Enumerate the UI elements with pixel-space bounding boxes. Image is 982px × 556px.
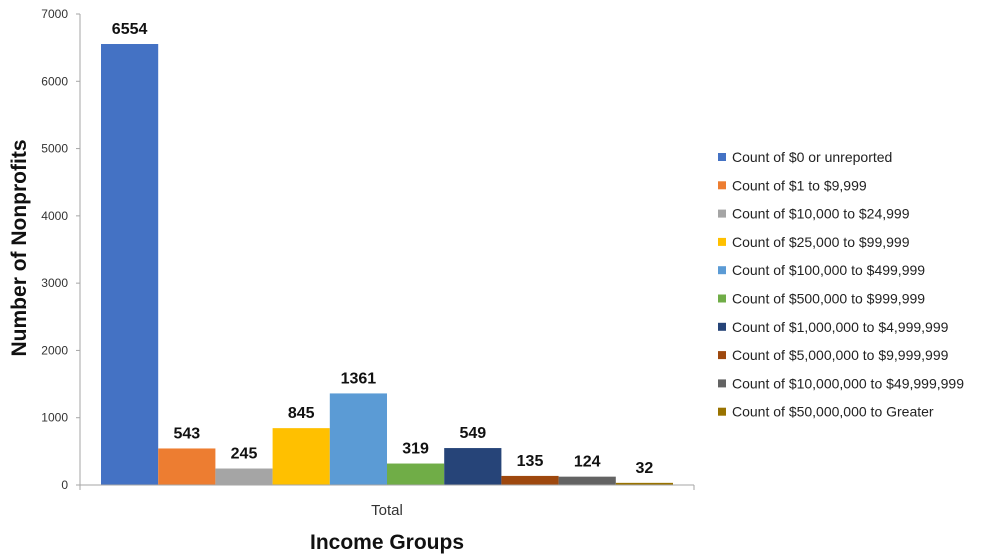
data-label: 543 bbox=[173, 425, 200, 442]
legend-item: Count of $10,000,000 to $49,999,999 bbox=[718, 375, 964, 391]
y-tick-label: 0 bbox=[61, 478, 68, 492]
bar bbox=[272, 428, 330, 485]
legend-item: Count of $5,000,000 to $9,999,999 bbox=[718, 347, 949, 363]
legend-item: Count of $50,000,000 to Greater bbox=[718, 404, 934, 420]
y-tick-label: 2000 bbox=[41, 343, 68, 357]
legend-label: Count of $100,000 to $499,999 bbox=[732, 262, 925, 278]
y-axis: 0 1000 2000 3000 4000 5000 6000 7000 bbox=[41, 7, 81, 492]
legend-label: Count of $25,000 to $99,999 bbox=[732, 234, 910, 250]
y-tick-label: 6000 bbox=[41, 74, 68, 88]
y-axis-title: Number of Nonprofits bbox=[8, 140, 31, 357]
legend-swatch bbox=[718, 379, 726, 388]
legend-label: Count of $50,000,000 to Greater bbox=[732, 404, 934, 420]
bar bbox=[501, 475, 559, 485]
legend-item: Count of $10,000 to $24,999 bbox=[718, 206, 910, 222]
legend-item: Count of $1 to $9,999 bbox=[718, 177, 867, 193]
legend-item: Count of $0 or unreported bbox=[718, 149, 892, 165]
legend-swatch bbox=[718, 266, 726, 275]
y-tick-label: 1000 bbox=[41, 411, 68, 425]
data-label: 32 bbox=[636, 460, 654, 477]
legend-label: Count of $10,000,000 to $49,999,999 bbox=[732, 375, 964, 391]
bar bbox=[615, 482, 673, 485]
legend-label: Count of $1 to $9,999 bbox=[732, 177, 867, 193]
legend-item: Count of $1,000,000 to $4,999,999 bbox=[718, 319, 949, 335]
bar bbox=[215, 468, 273, 485]
bar bbox=[158, 448, 216, 485]
legend-swatch bbox=[718, 351, 726, 360]
x-category-label: Total bbox=[371, 502, 403, 519]
data-label: 124 bbox=[574, 454, 601, 471]
legend-label: Count of $500,000 to $999,999 bbox=[732, 291, 925, 307]
y-tick-label: 5000 bbox=[41, 142, 68, 156]
legend-label: Count of $10,000 to $24,999 bbox=[732, 206, 910, 222]
bar bbox=[101, 44, 159, 485]
bars bbox=[101, 44, 673, 485]
legend-swatch bbox=[718, 407, 726, 416]
legend-item: Count of $25,000 to $99,999 bbox=[718, 234, 910, 250]
legend-item: Count of $100,000 to $499,999 bbox=[718, 262, 925, 278]
bar bbox=[558, 476, 616, 485]
legend-swatch bbox=[718, 181, 726, 190]
legend-swatch bbox=[718, 294, 726, 303]
bar bbox=[387, 463, 445, 485]
data-label: 6554 bbox=[112, 21, 148, 38]
data-label: 135 bbox=[517, 453, 544, 470]
y-tick-label: 4000 bbox=[41, 209, 68, 223]
legend-label: Count of $0 or unreported bbox=[732, 149, 892, 165]
legend-swatch bbox=[718, 153, 726, 161]
y-tick-label: 3000 bbox=[41, 276, 68, 290]
data-label: 845 bbox=[288, 405, 315, 422]
data-labels: 6554 543 245 845 1361 319 549 135 124 32 bbox=[112, 21, 654, 477]
data-label: 245 bbox=[231, 446, 258, 463]
bar bbox=[329, 393, 387, 485]
legend-swatch bbox=[718, 209, 726, 218]
data-label: 1361 bbox=[341, 370, 377, 387]
x-axis: Total bbox=[79, 484, 695, 519]
data-label: 319 bbox=[402, 441, 429, 458]
legend: Count of $0 or unreported Count of $1 to … bbox=[718, 149, 964, 420]
data-label: 549 bbox=[459, 425, 486, 442]
x-axis-title: Income Groups bbox=[310, 531, 464, 554]
legend-label: Count of $1,000,000 to $4,999,999 bbox=[732, 319, 949, 335]
legend-item: Count of $500,000 to $999,999 bbox=[718, 291, 925, 307]
legend-label: Count of $5,000,000 to $9,999,999 bbox=[732, 347, 949, 363]
y-tick-label: 7000 bbox=[41, 7, 68, 21]
legend-swatch bbox=[718, 322, 726, 331]
legend-swatch bbox=[718, 237, 726, 246]
bar bbox=[444, 448, 502, 485]
